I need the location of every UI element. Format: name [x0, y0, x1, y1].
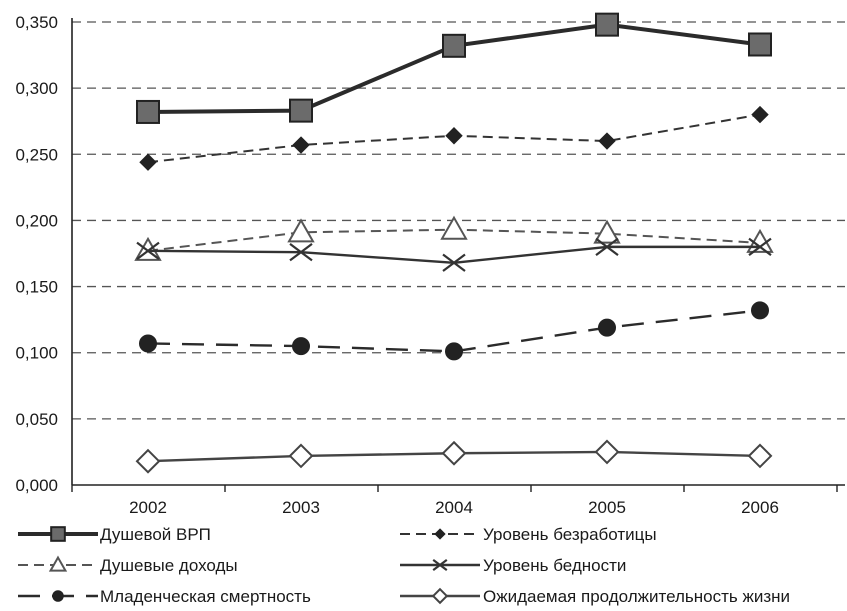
marker-diamond-open [441, 440, 467, 466]
x-tick-label: 2005 [588, 498, 626, 517]
series-4 [139, 301, 769, 361]
legend-item-2: Душевые доходы [18, 555, 238, 575]
y-tick-label: 0,050 [15, 410, 58, 429]
marker-square [595, 12, 619, 37]
marker-circle [292, 337, 310, 356]
legend-label: Душевой ВРП [100, 525, 211, 544]
y-tick-label: 0,000 [15, 476, 58, 495]
marker-square [289, 98, 313, 123]
y-tick-label: 0,350 [15, 13, 58, 32]
series [134, 12, 774, 474]
series-3 [136, 237, 772, 272]
marker-x-stroke [289, 243, 313, 262]
marker-diamond-open [594, 439, 620, 465]
marker-x [289, 243, 313, 262]
series-line [147, 245, 760, 264]
x-tick-label: 2004 [435, 498, 473, 517]
marker-triangle [440, 215, 468, 240]
marker-x-stroke [595, 237, 619, 257]
y-tick-label: 0,200 [15, 211, 58, 230]
marker-diamond [434, 528, 446, 540]
series-2 [134, 215, 774, 261]
marker-circle [751, 301, 769, 320]
marker-x-stroke [748, 237, 772, 257]
marker-diamond [445, 127, 463, 145]
series-0 [136, 12, 772, 124]
marker-diamond [292, 136, 310, 154]
marker-x [442, 253, 466, 272]
marker-circle [598, 318, 616, 337]
marker-circle [52, 590, 64, 602]
legend-label: Душевые доходы [100, 556, 238, 575]
legend-item-0: Душевой ВРП [18, 525, 211, 544]
marker-circle [445, 342, 463, 361]
marker-triangle [287, 218, 315, 243]
grid [72, 21, 845, 420]
y-tick-label: 0,250 [15, 145, 58, 164]
marker-diamond [751, 105, 769, 124]
x-tick-label: 2002 [129, 498, 167, 517]
y-tick-label: 0,150 [15, 278, 58, 297]
legend-item-1: Уровень безработицы [400, 525, 657, 544]
marker-triangle [48, 555, 68, 572]
legend-label: Младенческая смертность [100, 587, 311, 606]
legend: Душевой ВРП Уровень безработицы Душевые до… [18, 525, 790, 606]
marker-square [442, 33, 466, 58]
legend-label: Ожидаемая продолжительность жизни [483, 587, 790, 606]
marker-diamond-open [288, 443, 314, 469]
marker-x-stroke [136, 241, 160, 260]
marker-square [748, 32, 772, 57]
marker-x [432, 559, 448, 571]
marker-circle [139, 334, 157, 353]
marker-diamond [598, 132, 616, 150]
marker-square [136, 99, 160, 124]
marker-x [136, 241, 160, 260]
marker-x-stroke [432, 559, 448, 571]
axes: 0,000 0,050 0,100 0,150 0,200 0,250 0,300 0,350… [15, 13, 845, 517]
marker-diamond-open [431, 587, 449, 605]
marker-x [595, 237, 619, 257]
x-tick-label: 2003 [282, 498, 320, 517]
legend-item-5: Ожидаемая продолжительность жизни [400, 587, 790, 606]
marker-diamond [139, 153, 157, 171]
series-5 [135, 439, 773, 474]
marker-x-stroke [442, 253, 466, 272]
y-tick-label: 0,300 [15, 79, 58, 98]
legend-item-3: Уровень бедности [400, 556, 626, 575]
marker-diamond-open [747, 443, 773, 469]
marker-square [50, 526, 66, 542]
series-1 [139, 105, 769, 171]
legend-item-4: Младенческая смертность [18, 587, 311, 606]
marker-triangle [593, 219, 621, 244]
legend-label: Уровень безработицы [483, 525, 657, 544]
x-tick-label: 2006 [741, 498, 779, 517]
marker-diamond-open [135, 448, 161, 474]
marker-x [748, 237, 772, 257]
y-tick-label: 0,100 [15, 344, 58, 363]
legend-label: Уровень бедности [483, 556, 626, 575]
